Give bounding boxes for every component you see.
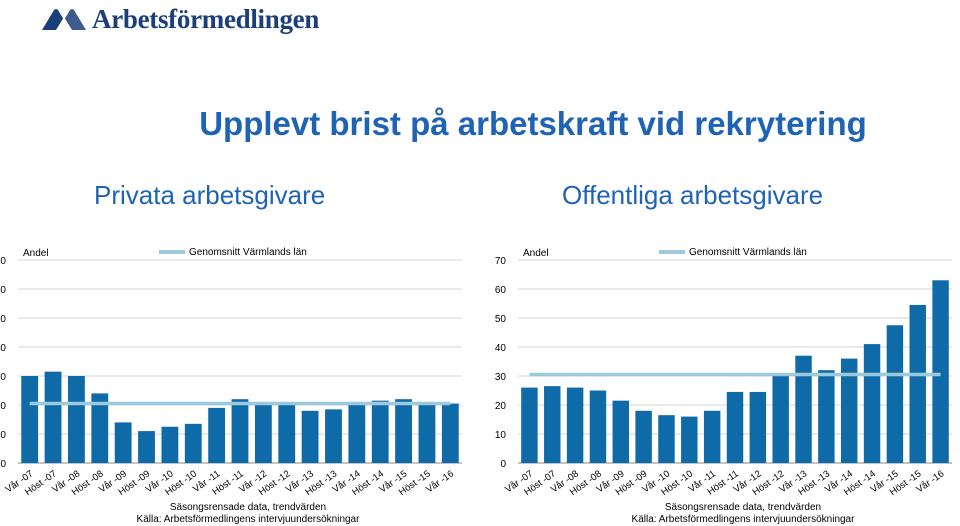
bar <box>44 371 62 463</box>
y-tick-label: 20 <box>495 401 507 412</box>
bar <box>703 410 721 463</box>
bar <box>818 370 835 463</box>
y-tick-label: 0 <box>500 459 506 470</box>
y-axis-label: Andel <box>523 248 549 259</box>
bar <box>932 280 949 463</box>
bar <box>114 422 132 463</box>
legend-label: Genomsnitt Värmlands län <box>689 247 807 258</box>
bar <box>371 400 389 463</box>
bar <box>589 390 607 463</box>
y-tick-label: 60 <box>0 285 6 296</box>
bar <box>544 386 561 463</box>
bar <box>840 358 858 463</box>
y-tick-label: 40 <box>495 343 507 354</box>
legend-label: Genomsnitt Värmlands län <box>189 247 307 258</box>
subtitle-public: Offentliga arbetsgivare <box>562 180 824 210</box>
bar <box>863 344 881 463</box>
bar <box>795 355 812 463</box>
chart-private-employers: 0 10 20 30 40 50 60 70 Andel Genomsnitt Värmlands… <box>0 247 462 525</box>
bar <box>348 403 366 463</box>
logo-icon <box>42 9 86 30</box>
y-tick-label: 20 <box>0 401 6 412</box>
bar <box>441 403 459 463</box>
note-source: Källa: Arbetsförmedlingens intervjuunder… <box>632 514 856 525</box>
bar <box>208 407 226 463</box>
y-tick-label: 40 <box>0 343 6 354</box>
bar <box>886 325 904 463</box>
bar <box>184 423 202 463</box>
logo-text: Arbetsförmedlingen <box>92 4 320 34</box>
y-tick-label: 60 <box>495 285 507 296</box>
bar <box>772 373 789 463</box>
bar <box>395 399 412 463</box>
y-tick-label: 30 <box>0 372 6 383</box>
note-source: Källa: Arbetsförmedlingens intervjuunder… <box>137 514 361 525</box>
bar <box>231 399 249 463</box>
bar <box>635 410 652 463</box>
bar <box>521 387 538 463</box>
y-axis-label: Andel <box>23 248 49 259</box>
y-tick-label: 70 <box>0 256 6 267</box>
y-tick-label: 50 <box>0 314 6 325</box>
logo: Arbetsförmedlingen <box>42 3 319 35</box>
bar <box>68 376 85 463</box>
chart-public-employers: 0 10 20 30 40 50 60 70 Andel Genomsnitt Värmlands… <box>495 247 952 525</box>
bar <box>612 400 630 463</box>
y-tick-label: 30 <box>495 372 507 383</box>
bar <box>161 426 179 463</box>
bar <box>681 416 698 463</box>
bar <box>325 409 342 463</box>
bar <box>749 391 767 463</box>
y-tick-label: 70 <box>495 256 507 267</box>
note-seasonal: Säsongsrensade data, trendvärden <box>170 502 326 513</box>
bar <box>909 304 926 463</box>
y-tick-label: 10 <box>0 430 6 441</box>
bar <box>301 410 319 463</box>
y-tick-label: 0 <box>0 459 6 470</box>
page-title: Upplevt brist på arbetskraft vid rekryte… <box>199 105 867 142</box>
y-tick-label: 50 <box>495 314 507 325</box>
bar <box>91 393 109 463</box>
y-tick-label: 10 <box>495 430 507 441</box>
bar <box>726 391 744 463</box>
bar <box>566 387 584 463</box>
bar <box>138 431 155 463</box>
bar <box>418 402 436 463</box>
bar <box>278 403 296 463</box>
bar <box>658 415 675 463</box>
bar <box>21 376 39 463</box>
subtitle-private: Privata arbetsgivare <box>94 180 326 210</box>
note-seasonal: Säsongsrensade data, trendvärden <box>665 502 821 513</box>
bar <box>254 402 272 463</box>
